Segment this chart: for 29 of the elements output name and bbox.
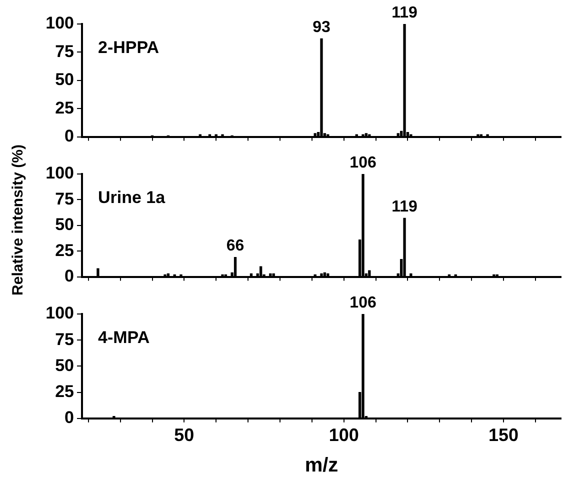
y-tick-label: 100 (46, 304, 74, 323)
y-tick-label: 75 (55, 330, 74, 349)
y-tick-label: 100 (46, 14, 74, 33)
y-tick-label: 25 (55, 382, 74, 401)
y-tick-label: 75 (55, 42, 74, 61)
x-tick-label: 50 (174, 425, 194, 446)
x-axis-title: m/z (304, 454, 338, 477)
annotation: 66 (226, 238, 244, 255)
text: 4-MPA (98, 328, 150, 348)
y-tick-label: 0 (64, 266, 74, 286)
text: 2-HPPA (98, 38, 160, 58)
y-tick-label: 50 (55, 215, 74, 234)
y-tick-label: 25 (55, 240, 74, 260)
y-tick-label: 0 (64, 408, 74, 428)
annotation: 106 (350, 154, 376, 172)
annotation: 119 (392, 198, 418, 216)
y-tick-label: 25 (55, 98, 74, 118)
annotation: 93 (312, 19, 330, 36)
text: Urine 1a (98, 188, 166, 208)
y-tick-label: 0 (64, 126, 74, 146)
x-tick-label: 150 (488, 425, 519, 446)
y-tick-label: 75 (55, 189, 74, 208)
y-tick-label: 50 (55, 70, 74, 90)
y-tick-label: 50 (55, 356, 74, 375)
x-tick-label: 100 (328, 425, 359, 446)
annotation: 106 (350, 294, 376, 312)
y-axis-title: Relative intensity (%) (10, 144, 26, 296)
annotation: 119 (392, 4, 418, 22)
y-tick-label: 100 (46, 164, 74, 183)
